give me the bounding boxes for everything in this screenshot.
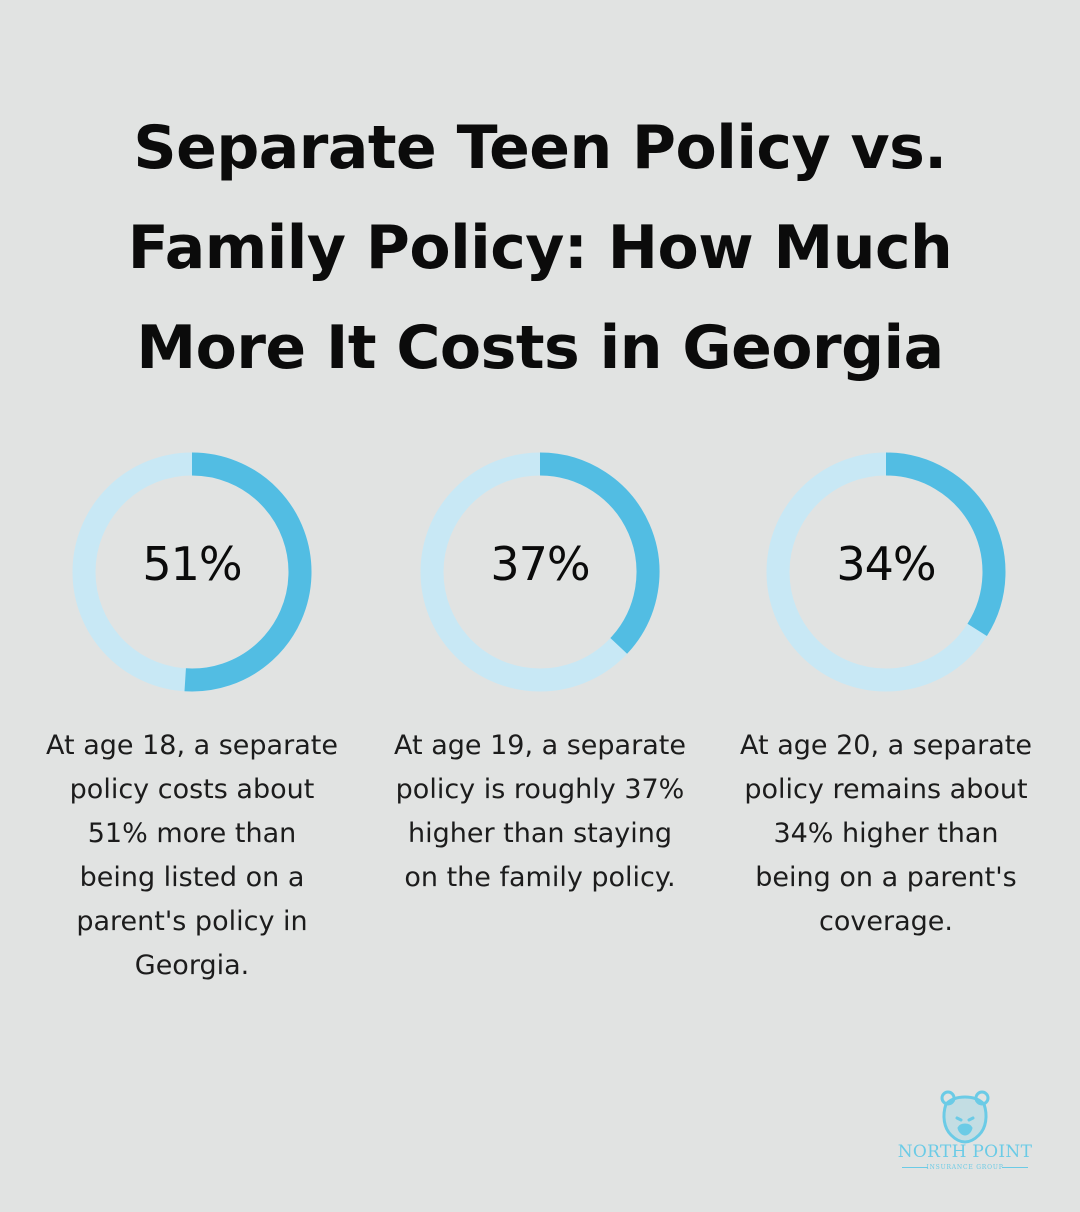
logo: NORTH POINT INSURANCE GROUP [880,1088,1050,1178]
description-line: being listed on a [79,862,305,893]
stat-description-3: At age 20, a separate policy remains abo… [721,724,1051,944]
percent-value-3: 34% [836,537,936,591]
title-line-3: More It Costs in Georgia [136,313,944,383]
donut-chart-3: 34% [766,448,1006,698]
description-line: policy remains about [744,774,1028,805]
stat-card-3: 34% At age 20, a separate policy remains… [721,448,1051,1008]
logo-name: NORTH POINT [897,1142,1033,1162]
description-line: 51% more than [87,818,297,849]
donut-svg-1 [72,452,312,692]
description-line: coverage. [819,906,953,937]
stat-description-1: At age 18, a separate policy costs about… [27,724,357,988]
stat-card-2: 37% At age 19, a separate policy is roug… [375,448,705,1008]
title-line-1: Separate Teen Policy vs. [133,113,947,183]
logo-divider-left [902,1167,928,1168]
stats-row: 51% At age 18, a separate policy costs a… [0,448,1080,1008]
page-title: Separate Teen Policy vs. Family Policy: … [40,98,1040,398]
donut-arc-3 [885,452,1006,637]
description-line: At age 18, a separate [46,730,338,761]
description-line: At age 19, a separate [394,730,686,761]
donut-arc-1 [184,452,312,692]
description-line: policy costs about [69,774,315,805]
stat-description-2: At age 19, a separate policy is roughly … [375,724,705,900]
bear-icon [940,1090,990,1144]
description-line: policy is roughly 37% [395,774,685,805]
description-line: on the family policy. [404,862,676,893]
title-line-2: Family Policy: How Much [127,213,953,283]
donut-arc-2 [539,452,660,654]
donut-chart-1: 51% [72,448,312,698]
logo-divider-right [1002,1167,1028,1168]
description-line: parent's policy in [76,906,308,937]
donut-svg-3 [766,452,1006,692]
stat-card-1: 51% At age 18, a separate policy costs a… [27,448,357,1008]
description-line: Georgia. [134,950,250,981]
description-line: At age 20, a separate [740,730,1032,761]
percent-value-1: 51% [142,537,242,591]
percent-value-2: 37% [490,537,590,591]
description-line: being on a parent's [755,862,1017,893]
donut-svg-2 [420,452,660,692]
logo-subtitle: INSURANCE GROUP [926,1164,1004,1171]
description-line: higher than staying [407,818,673,849]
description-line: 34% higher than [773,818,999,849]
donut-chart-2: 37% [420,448,660,698]
